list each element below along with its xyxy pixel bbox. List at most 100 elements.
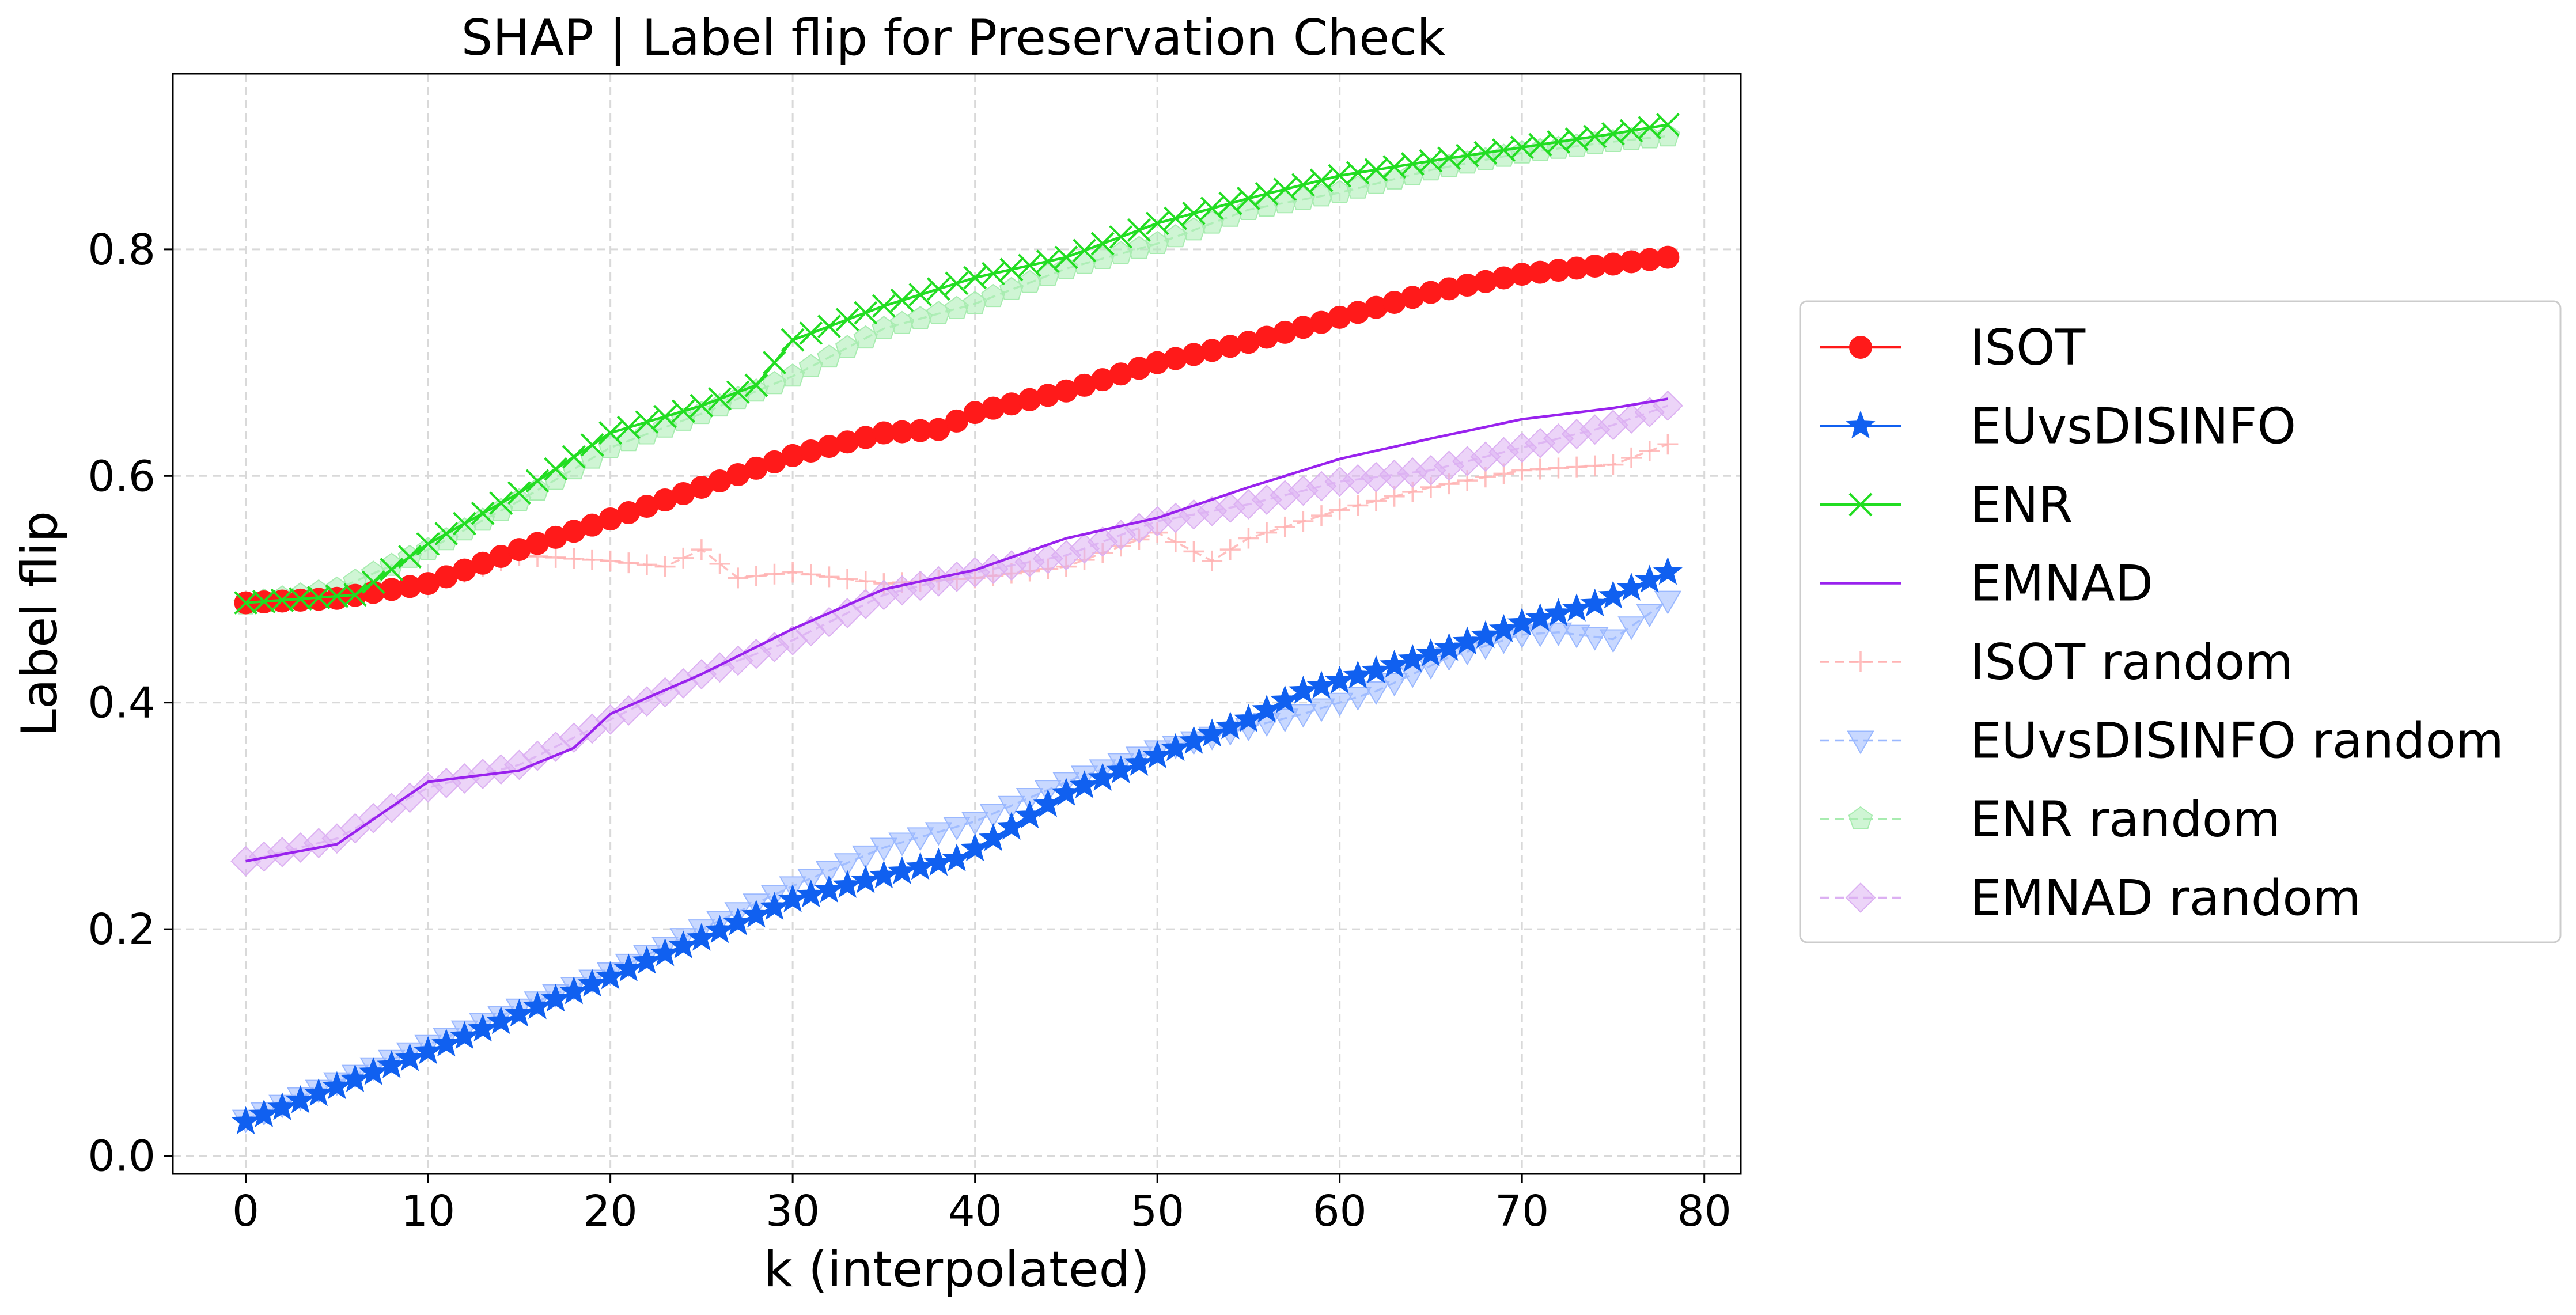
- data-point: [1182, 201, 1206, 225]
- series-euvsdisinfo: [231, 556, 1683, 1135]
- data-point: [1218, 191, 1242, 215]
- data-point: [781, 328, 805, 352]
- legend-item: ISOT random: [1820, 634, 2293, 691]
- legend-label: EUvsDISINFO random: [1970, 713, 2504, 770]
- data-point: [431, 1028, 461, 1057]
- data-point: [817, 314, 841, 339]
- data-point: [1016, 787, 1044, 812]
- data-point: [690, 393, 714, 418]
- data-point: [764, 563, 785, 585]
- data-point: [1452, 626, 1482, 655]
- data-point: [815, 861, 843, 885]
- data-point: [1656, 113, 1680, 137]
- data-point: [563, 548, 585, 569]
- x-tick-label: 70: [1495, 1187, 1549, 1236]
- legend-label: EUvsDISINFO: [1970, 398, 2296, 456]
- data-point: [1471, 620, 1501, 649]
- data-point: [449, 1021, 479, 1049]
- x-tick-label: 10: [401, 1187, 455, 1236]
- data-point: [1548, 457, 1569, 479]
- series-line: [245, 397, 1668, 863]
- legend-label: ISOT: [1970, 319, 2086, 377]
- data-point: [613, 953, 643, 982]
- data-point: [963, 266, 987, 290]
- data-point: [234, 591, 258, 615]
- data-point: [1621, 447, 1642, 468]
- data-point: [1202, 550, 1223, 571]
- data-point: [1562, 593, 1592, 622]
- data-point: [249, 1099, 279, 1128]
- legend-item: EUvsDISINFO: [1820, 398, 2296, 456]
- data-point: [1654, 590, 1682, 615]
- data-point: [1656, 245, 1680, 269]
- data-point: [745, 566, 767, 587]
- data-point: [453, 511, 476, 536]
- legend-box: [1799, 300, 2562, 943]
- data-point: [231, 1106, 261, 1135]
- data-point: [1343, 660, 1373, 689]
- legend-item: ENR random: [1820, 791, 2280, 848]
- data-point: [1580, 588, 1610, 617]
- data-point: [925, 822, 953, 846]
- data-point: [653, 404, 677, 429]
- data-point: [1183, 541, 1204, 562]
- legend-item: ENR: [1820, 476, 2073, 534]
- y-tick-label: 0.2: [88, 905, 156, 954]
- data-point: [837, 569, 858, 590]
- y-tick-label: 0.4: [88, 679, 156, 728]
- chart-title: SHAP | Label flip for Preservation Check: [461, 9, 1446, 67]
- legend-label: ENR: [1970, 476, 2073, 534]
- data-point: [1563, 624, 1590, 649]
- data-point: [906, 827, 934, 851]
- legend-marker: [1845, 882, 1876, 913]
- data-point: [413, 1036, 443, 1064]
- data-point: [704, 915, 735, 943]
- x-tick-label: 0: [232, 1187, 259, 1236]
- data-point: [852, 845, 880, 869]
- data-point: [888, 832, 916, 857]
- data-point: [741, 899, 771, 928]
- data-point: [1434, 632, 1464, 661]
- data-point: [998, 795, 1025, 820]
- series-emnad: [245, 397, 1668, 863]
- data-point: [1271, 708, 1299, 733]
- data-point: [600, 550, 621, 571]
- x-tick-label: 30: [766, 1187, 820, 1236]
- data-point: [943, 817, 971, 841]
- data-point: [1106, 755, 1136, 783]
- legend-marker: [1847, 730, 1874, 755]
- data-point: [544, 457, 568, 481]
- data-point: [304, 1078, 334, 1106]
- data-point: [1653, 556, 1683, 585]
- data-point: [1603, 454, 1624, 475]
- data-point: [1599, 629, 1627, 653]
- data-point: [1051, 778, 1081, 806]
- data-point: [322, 1071, 352, 1100]
- data-point: [1344, 687, 1372, 711]
- legend: ISOT EUvsDISINFO ENR EMNAD ISOT random EUvsDI…: [1799, 300, 2562, 943]
- data-point: [726, 380, 750, 404]
- data-point: [1525, 602, 1555, 631]
- data-point: [834, 853, 861, 877]
- data-point: [580, 433, 604, 457]
- data-point: [1219, 539, 1241, 560]
- series-emnad-random: [230, 390, 1683, 877]
- data-point: [673, 547, 694, 569]
- data-point: [1291, 173, 1315, 197]
- y-tick-label: 0.8: [88, 225, 156, 275]
- data-point: [1215, 711, 1245, 740]
- data-point: [1238, 528, 1259, 549]
- data-point: [1018, 253, 1042, 278]
- data-point: [1380, 649, 1410, 678]
- y-axis: 0.0 0.2 0.4 0.6 0.8: [88, 225, 173, 1181]
- y-tick-label: 0.0: [88, 1132, 156, 1181]
- data-point: [1197, 718, 1227, 747]
- data-point: [799, 321, 823, 345]
- data-point: [1529, 458, 1551, 480]
- data-point: [1397, 644, 1427, 672]
- data-point: [999, 257, 1024, 282]
- data-point: [1165, 532, 1186, 553]
- data-point: [1639, 441, 1660, 462]
- y-tick-label: 0.6: [88, 452, 156, 501]
- data-point: [819, 566, 840, 588]
